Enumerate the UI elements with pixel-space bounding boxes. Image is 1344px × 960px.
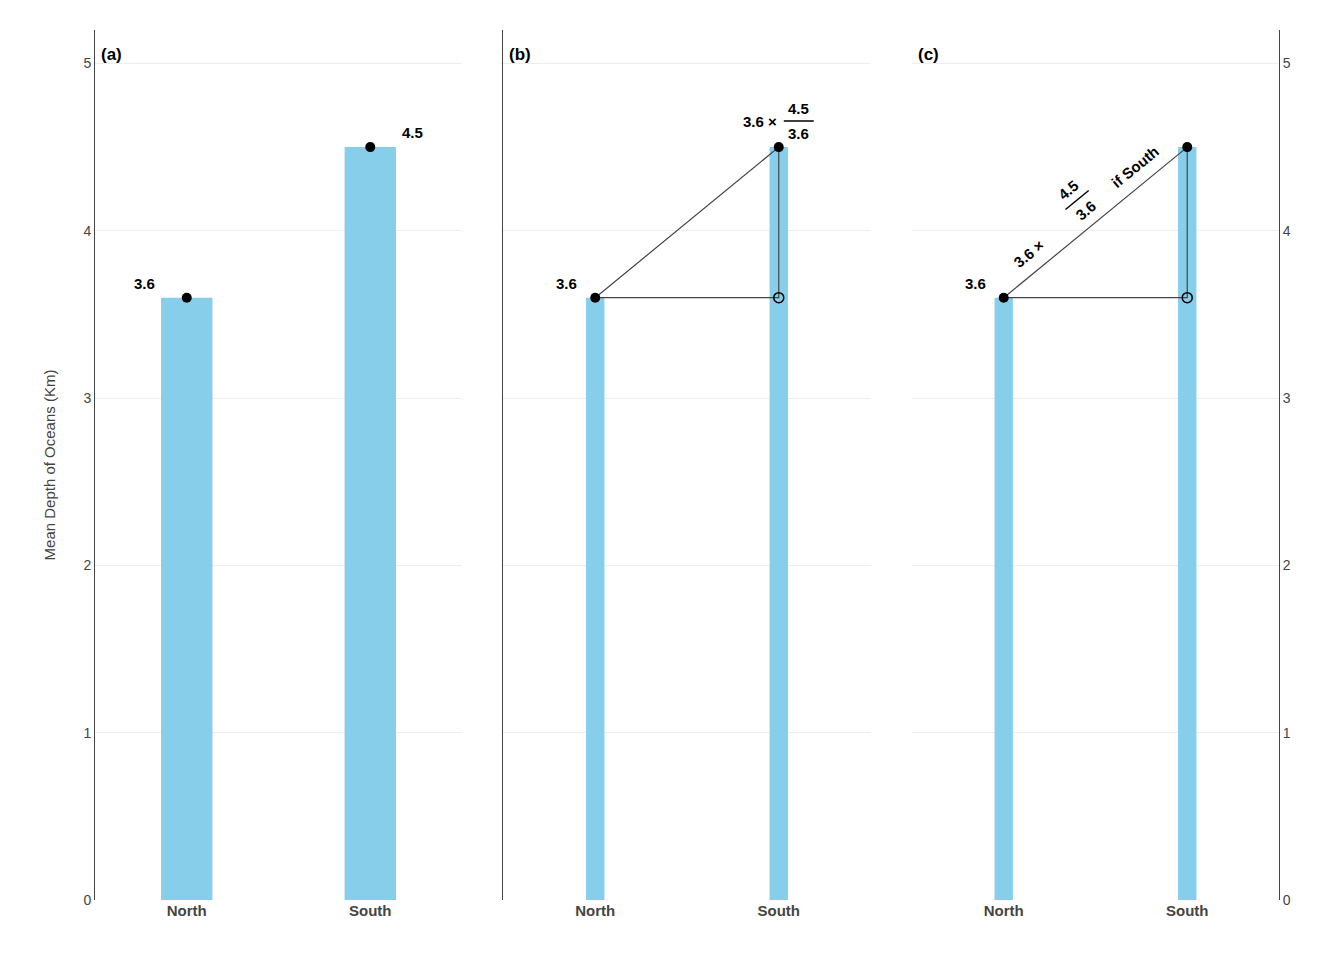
svg-text:3: 3 [83,390,91,406]
svg-text:if South: if South [1108,143,1162,192]
svg-text:1: 1 [83,725,91,741]
svg-text:2: 2 [1283,557,1291,573]
svg-text:3.6: 3.6 [134,275,155,292]
svg-text:3: 3 [1283,390,1291,406]
svg-text:North: North [575,902,615,919]
svg-text:1: 1 [1283,725,1291,741]
svg-text:South: South [1166,902,1209,919]
svg-text:0: 0 [83,892,91,908]
svg-text:(a): (a) [101,45,122,64]
svg-text:3.6: 3.6 [1072,197,1099,223]
svg-text:3.6: 3.6 [788,125,809,142]
svg-text:4: 4 [1283,223,1291,239]
svg-text:0: 0 [1283,892,1291,908]
svg-text:3.6: 3.6 [556,275,577,292]
svg-text:Mean Depth of Oceans (Km): Mean Depth of Oceans (Km) [41,370,58,561]
svg-text:South: South [349,902,392,919]
svg-text:North: North [167,902,207,919]
svg-text:(b): (b) [509,45,531,64]
svg-text:3.6: 3.6 [965,275,986,292]
svg-text:4.5: 4.5 [1055,177,1082,203]
svg-text:3.6 ×: 3.6 × [743,113,777,130]
svg-text:5: 5 [83,55,91,71]
svg-text:North: North [984,902,1024,919]
svg-text:4.5: 4.5 [788,100,809,117]
svg-text:5: 5 [1283,55,1291,71]
svg-text:4.5: 4.5 [402,124,423,141]
svg-text:3.6 ×: 3.6 × [1010,236,1047,271]
svg-text:South: South [758,902,801,919]
svg-text:4: 4 [83,223,91,239]
svg-text:(c): (c) [918,45,939,64]
svg-text:2: 2 [83,557,91,573]
